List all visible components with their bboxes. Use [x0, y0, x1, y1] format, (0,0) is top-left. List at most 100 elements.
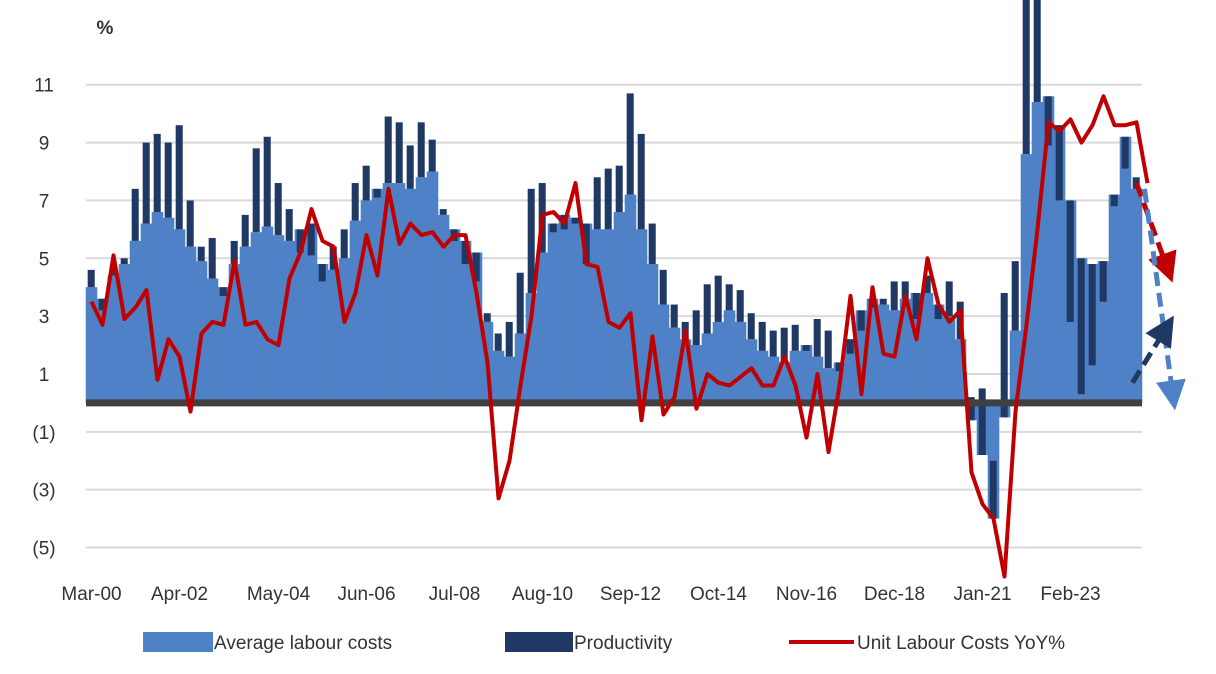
avg-bar-57: [712, 321, 725, 403]
avg-bar-41: [536, 252, 549, 403]
avg-bar-65: [800, 345, 813, 403]
prod-bar-85: [1022, 0, 1030, 155]
x-tick-label-8: Nov-16: [776, 584, 837, 605]
prod-bar-83: [1000, 292, 1008, 418]
avg-bar-62: [767, 356, 780, 403]
avg-bar-84: [1009, 330, 1022, 403]
prod-bar-34: [461, 240, 469, 265]
x-tick-label-7: Oct-14: [690, 584, 747, 605]
prod-bar-53: [670, 304, 678, 328]
avg-bar-67: [822, 368, 835, 403]
avg-bar-95: [1130, 188, 1143, 403]
y-tick-label-8: (5): [32, 539, 55, 560]
avg-bar-54: [679, 339, 692, 403]
y-tick-label-2: 7: [39, 191, 50, 212]
avg-bar-63: [778, 362, 791, 403]
avg-bar-49: [624, 194, 637, 403]
avg-bar-37: [492, 350, 505, 403]
prod-bar-18: [285, 209, 293, 241]
avg-bar-77: [932, 304, 945, 403]
prod-bar-95: [1132, 177, 1140, 189]
y-axis-ticks: 11 9 7 5 3 1 (1) (3) (5): [32, 76, 55, 560]
prod-bar-1: [98, 298, 106, 311]
prod-bar-90: [1077, 258, 1085, 395]
prod-bar-82: [989, 460, 997, 519]
x-tick-label-6: Sep-12: [600, 584, 661, 605]
productivity-projection-arrow: [1130, 315, 1174, 384]
avg-bar-20: [305, 223, 318, 403]
prod-bar-9: [186, 200, 194, 247]
prod-bar-55: [692, 310, 700, 346]
prod-bar-16: [263, 136, 271, 227]
prod-bar-61: [758, 321, 766, 351]
x-tick-label-5: Aug-10: [512, 584, 573, 605]
x-tick-label-11: Feb-23: [1040, 584, 1100, 605]
ulc-polyline: [89, 94, 1150, 579]
prod-bar-65: [802, 345, 810, 351]
prod-bar-5: [142, 142, 150, 224]
prod-bar-93: [1110, 194, 1118, 207]
prod-bar-42: [549, 223, 557, 233]
avg-bar-38: [503, 356, 516, 403]
prod-bar-44: [571, 217, 579, 224]
prod-bar-14: [241, 214, 249, 247]
avg-bar-87: [1042, 96, 1055, 403]
prod-bar-49: [626, 93, 634, 195]
prod-bar-67: [824, 330, 832, 369]
avg-bar-71: [866, 298, 879, 403]
prod-bar-58: [725, 284, 733, 311]
prod-bar-78: [945, 281, 953, 317]
x-tick-label-1: Apr-02: [151, 584, 208, 605]
prod-bar-52: [659, 269, 667, 305]
avg-bar-22: [327, 269, 340, 403]
avg-bar-3: [118, 264, 131, 403]
avg-bar-24: [349, 220, 362, 403]
prod-bar-8: [175, 125, 183, 230]
avg-bar-50: [635, 229, 648, 403]
prod-bar-77: [934, 304, 942, 320]
avg-bar-61: [756, 350, 769, 403]
avg-bar-2: [107, 275, 120, 403]
avg-bar-0: [85, 287, 98, 403]
avg-bar-25: [360, 200, 373, 403]
avg-bar-45: [580, 223, 593, 403]
avg-bar-55: [690, 345, 703, 403]
avg-bar-42: [547, 223, 560, 403]
prod-bar-6: [153, 133, 161, 212]
avg-bar-92: [1097, 261, 1110, 403]
prod-bar-35: [472, 252, 480, 282]
prod-bar-10: [197, 246, 205, 262]
prod-bar-26: [373, 188, 381, 198]
avg-bar-35: [470, 252, 483, 403]
avg-bar-28: [393, 183, 406, 403]
prod-bar-94: [1121, 136, 1129, 169]
avg-bar-16: [261, 226, 274, 403]
avg-projection-arrow: [1142, 188, 1186, 411]
prod-bar-29: [406, 145, 414, 189]
prod-bar-11: [208, 238, 216, 279]
avg-bar-79: [954, 339, 967, 403]
prod-bar-40: [527, 188, 535, 293]
prod-bar-72: [879, 298, 887, 305]
x-tick-label-2: May-04: [247, 584, 311, 605]
avg-bar-26: [371, 188, 384, 403]
prod-bar-80: [967, 397, 975, 421]
avg-bar-48: [613, 211, 626, 403]
y-tick-label-0: 11: [34, 76, 54, 97]
avg-bar-12: [217, 287, 230, 403]
prod-bar-91: [1088, 264, 1096, 366]
prod-bar-92: [1099, 261, 1107, 302]
y-tick-label-1: 9: [39, 134, 50, 155]
avg-bar-29: [404, 188, 417, 403]
prod-bar-57: [714, 275, 722, 322]
avg-bar-76: [921, 292, 934, 403]
legend-swatch-productivity: [505, 632, 573, 652]
legend-label-unit-labour-costs: Unit Labour Costs YoY%: [857, 633, 1065, 654]
avg-bar-70: [855, 310, 868, 403]
avg-bar-31: [426, 171, 439, 403]
avg-bar-43: [558, 214, 571, 403]
prod-bar-0: [87, 269, 95, 288]
legend-label-average-labour-costs: Average labour costs: [214, 633, 392, 654]
avg-bar-5: [140, 223, 153, 403]
